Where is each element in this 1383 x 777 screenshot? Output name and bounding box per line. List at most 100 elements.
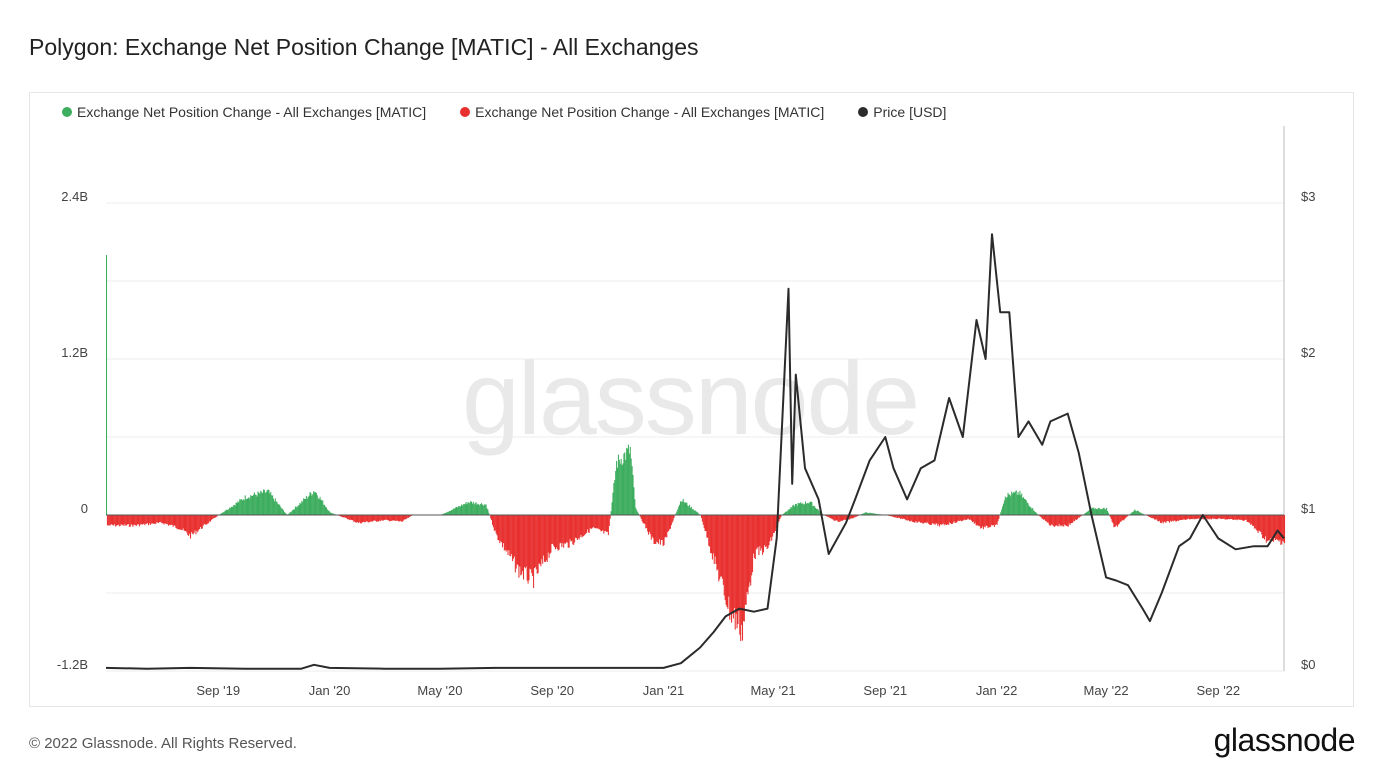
inflow-bar bbox=[468, 502, 470, 515]
outflow-bar bbox=[390, 515, 392, 521]
outflow-bar bbox=[902, 515, 904, 519]
inflow-bar bbox=[1028, 505, 1030, 515]
outflow-bar bbox=[903, 515, 905, 519]
x-tick-label: Sep '22 bbox=[1196, 683, 1240, 698]
outflow-bar bbox=[1062, 515, 1064, 526]
outflow-bar bbox=[191, 515, 193, 534]
outflow-bar bbox=[1252, 515, 1254, 526]
y-right-tick-label: $2 bbox=[1301, 345, 1315, 360]
outflow-bar bbox=[732, 515, 734, 619]
inflow-bar bbox=[862, 513, 864, 515]
outflow-bar bbox=[566, 515, 568, 543]
inflow-bar bbox=[689, 507, 692, 515]
outflow-bar bbox=[167, 515, 169, 525]
outflow-bar bbox=[518, 515, 520, 578]
outflow-bar bbox=[585, 515, 587, 534]
outflow-bar bbox=[1179, 515, 1181, 521]
outflow-bar bbox=[769, 515, 771, 542]
outflow-bar bbox=[1066, 515, 1068, 527]
outflow-bar bbox=[145, 515, 147, 524]
inflow-bar bbox=[268, 489, 270, 515]
y-left-tick-label: 1.2B bbox=[61, 345, 88, 360]
outflow-bar bbox=[1209, 515, 1211, 520]
outflow-bar bbox=[716, 515, 718, 571]
inflow-bar bbox=[624, 452, 626, 515]
outflow-bar bbox=[899, 515, 901, 519]
outflow-bar bbox=[126, 515, 129, 525]
inflow-bar bbox=[475, 502, 477, 515]
inflow-bar bbox=[1131, 512, 1133, 515]
outflow-bar bbox=[774, 515, 776, 531]
outflow-bar bbox=[353, 515, 355, 522]
outflow-bar bbox=[1071, 515, 1073, 524]
inflow-bar bbox=[319, 496, 321, 515]
outflow-bar bbox=[977, 515, 979, 526]
outflow-bar bbox=[593, 515, 595, 527]
outflow-bar bbox=[996, 515, 998, 525]
outflow-bar bbox=[141, 515, 143, 525]
outflow-bar bbox=[1232, 515, 1234, 520]
outflow-bar bbox=[778, 515, 780, 522]
outflow-bar bbox=[1226, 515, 1228, 520]
inflow-bar bbox=[329, 512, 331, 515]
legend-item-price[interactable]: Price [USD] bbox=[858, 104, 946, 120]
copyright-footer: © 2022 Glassnode. All Rights Reserved. bbox=[29, 735, 297, 752]
outflow-bar bbox=[845, 515, 847, 520]
outflow-bar bbox=[193, 515, 195, 533]
outflow-bar bbox=[947, 515, 949, 525]
outflow-bar bbox=[528, 515, 530, 581]
outflow-bar bbox=[354, 515, 356, 522]
outflow-bar bbox=[523, 515, 525, 567]
inflow-bar bbox=[482, 505, 484, 515]
inflow-bar bbox=[1091, 507, 1093, 515]
outflow-bar bbox=[936, 515, 938, 524]
outflow-bar bbox=[1231, 515, 1234, 520]
outflow-bar bbox=[1050, 515, 1052, 526]
inflow-bar bbox=[272, 498, 275, 515]
outflow-bar bbox=[1163, 515, 1165, 522]
outflow-bar bbox=[490, 515, 492, 519]
outflow-bar bbox=[118, 515, 120, 527]
inflow-bar bbox=[231, 506, 233, 515]
outflow-bar bbox=[575, 515, 577, 539]
inflow-bar bbox=[1085, 512, 1087, 515]
outflow-bar bbox=[499, 515, 501, 544]
outflow-bar bbox=[554, 515, 556, 550]
outflow-bar bbox=[366, 515, 368, 522]
outflow-bar bbox=[1125, 515, 1127, 518]
outflow-bar bbox=[1195, 515, 1197, 520]
outflow-bar bbox=[1119, 515, 1121, 522]
outflow-bar bbox=[210, 515, 212, 520]
outflow-bar bbox=[836, 515, 838, 521]
inflow-bar bbox=[1100, 508, 1102, 515]
inflow-bar bbox=[626, 448, 628, 515]
legend-item-outflow[interactable]: Exchange Net Position Change - All Excha… bbox=[460, 104, 824, 120]
inflow-bar bbox=[233, 504, 235, 515]
outflow-bar bbox=[388, 515, 390, 522]
outflow-bar bbox=[958, 515, 960, 521]
outflow-bar bbox=[1229, 515, 1231, 520]
inflow-bar bbox=[305, 496, 307, 515]
outflow-bar bbox=[160, 515, 162, 523]
outflow-bar bbox=[1258, 515, 1260, 531]
outflow-bar bbox=[403, 515, 405, 520]
outflow-bar bbox=[142, 515, 144, 525]
outflow-bar bbox=[1041, 515, 1043, 519]
outflow-bar bbox=[169, 515, 171, 526]
legend-item-inflow[interactable]: Exchange Net Position Change - All Excha… bbox=[62, 104, 426, 120]
outflow-bar bbox=[156, 515, 158, 523]
outflow-bar bbox=[550, 515, 552, 553]
inflow-bar bbox=[306, 498, 308, 515]
outflow-bar bbox=[1114, 515, 1116, 527]
outflow-bar bbox=[536, 515, 538, 574]
outflow-bar bbox=[555, 515, 557, 548]
outflow-bar bbox=[112, 515, 114, 526]
outflow-bar bbox=[1269, 515, 1271, 541]
price-line bbox=[105, 233, 1285, 670]
outflow-bar bbox=[753, 515, 755, 558]
outflow-bar bbox=[511, 515, 513, 554]
outflow-bar bbox=[898, 515, 900, 518]
outflow-bar bbox=[194, 515, 196, 531]
outflow-bar bbox=[545, 515, 547, 561]
outflow-bar bbox=[1070, 515, 1072, 524]
